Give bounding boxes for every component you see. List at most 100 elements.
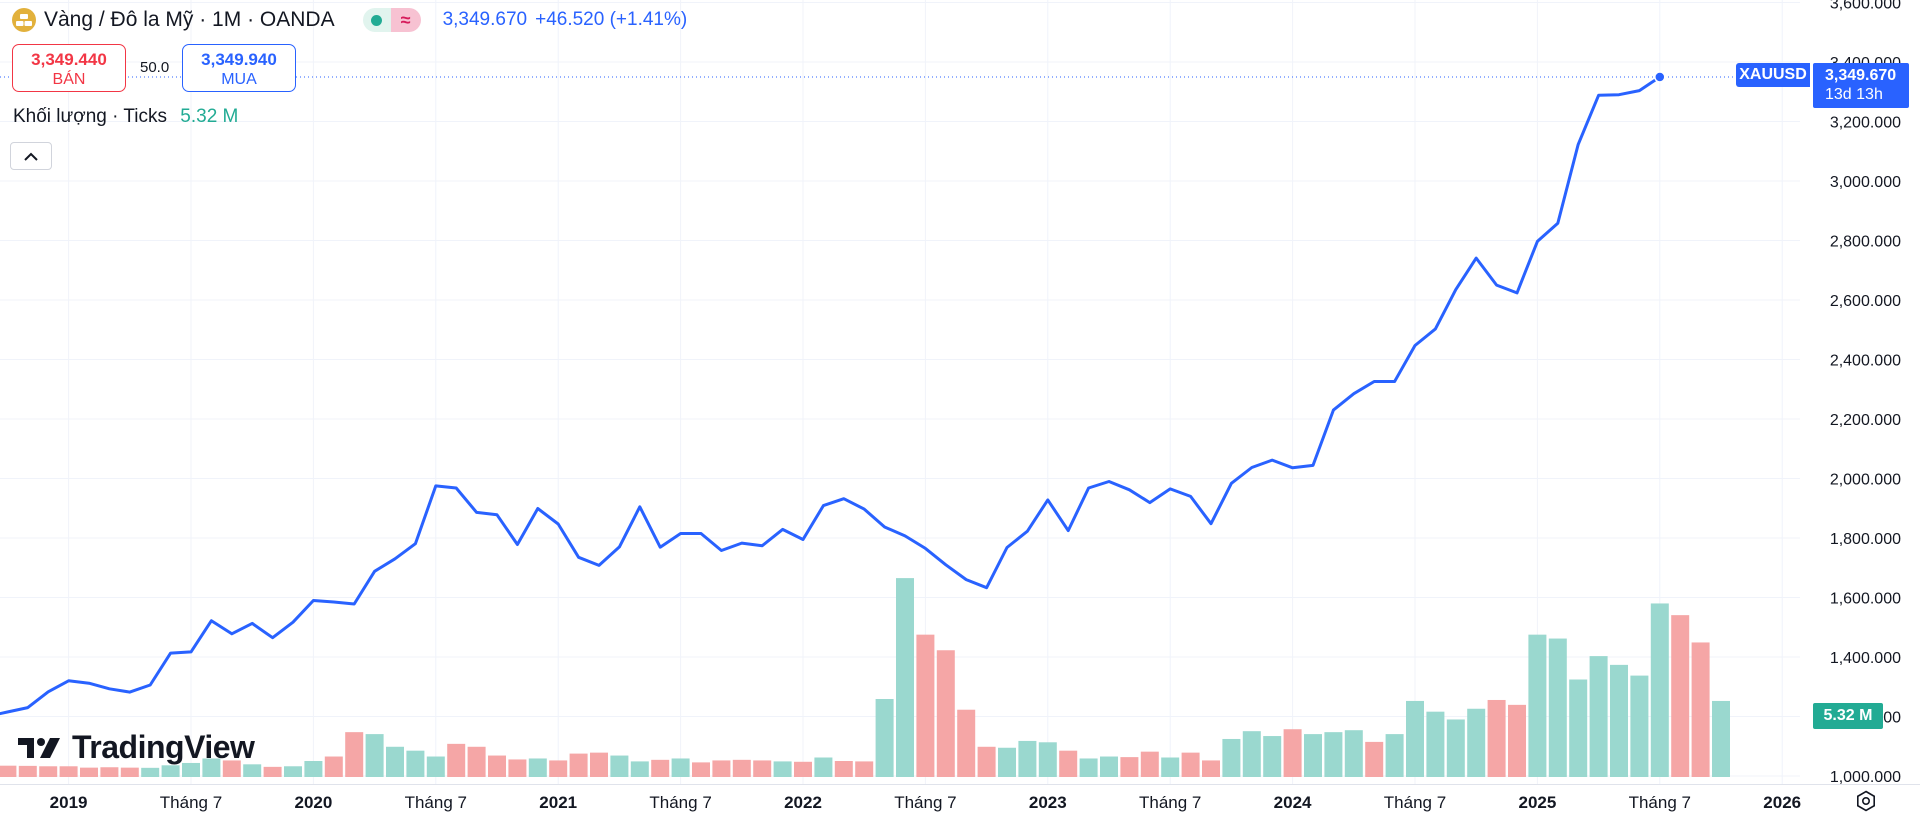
volume-bar — [284, 766, 302, 777]
volume-bar — [1181, 752, 1200, 777]
volume-bar — [100, 767, 119, 777]
volume-bar — [1365, 741, 1384, 777]
volume-bar — [1222, 738, 1241, 777]
volume-bar — [1324, 732, 1343, 777]
volume-bar — [365, 734, 384, 777]
last-price-marker — [1654, 71, 1666, 83]
volume-bar — [569, 753, 588, 777]
volume-bar — [222, 760, 241, 777]
volume-bar — [304, 761, 323, 777]
volume-bar — [998, 747, 1016, 777]
tradingview-logo[interactable]: TradingView — [18, 729, 255, 766]
volume-bar — [814, 757, 833, 777]
symbol-tag: XAUUSD — [1736, 63, 1810, 87]
sell-price: 3,349.440 — [31, 50, 107, 69]
volume-bar — [834, 761, 853, 777]
volume-bar — [1242, 731, 1261, 777]
price-tick-label: 1,000.000 — [1830, 769, 1901, 786]
volume-bar — [1344, 730, 1363, 777]
volume-bar — [1487, 699, 1506, 777]
volume-bar — [732, 759, 751, 777]
volume-bar — [141, 767, 160, 777]
volume-bar — [1161, 757, 1180, 777]
price-tick-label: 2,400.000 — [1830, 353, 1901, 370]
price-axis[interactable]: 1,000.0001,200.0001,400.0001,600.0001,80… — [1830, 0, 1901, 786]
volume-bar — [386, 746, 404, 777]
chart-settings-button[interactable] — [1853, 788, 1879, 814]
time-tick-label: Tháng 7 — [405, 793, 467, 812]
volume-bar — [1385, 734, 1404, 777]
bar-countdown: 13d 13h — [1825, 86, 1883, 103]
volume-bar — [406, 750, 425, 777]
volume-bar — [1691, 642, 1710, 777]
volume-bar — [120, 767, 139, 777]
symbol-legend: Vàng / Đô la Mỹ · 1M · OANDA ≈ 3,349.670… — [12, 6, 687, 34]
volume-bar — [773, 761, 792, 777]
volume-bar — [263, 766, 282, 777]
volume-bar — [161, 765, 180, 777]
volume-bar — [1263, 736, 1282, 777]
price-tick-label: 1,800.000 — [1830, 531, 1901, 548]
volume-bar — [1018, 740, 1037, 777]
buy-button[interactable]: 3,349.940 MUA — [182, 44, 296, 92]
time-tick-label: 2022 — [784, 793, 822, 812]
symbol-title[interactable]: Vàng / Đô la Mỹ · 1M · OANDA — [44, 8, 335, 31]
volume-bar — [345, 732, 364, 777]
time-tick-label: 2020 — [294, 793, 332, 812]
spread-value: 50.0 — [140, 59, 170, 76]
volume-bar — [508, 759, 527, 777]
price-tick-label: 2,800.000 — [1830, 234, 1901, 251]
volume-legend[interactable]: Khối lượng · Ticks 5.32 M — [13, 106, 238, 128]
data-delay-icon: ≈ — [390, 8, 421, 32]
volume-bar — [753, 760, 772, 777]
collapse-legend-button[interactable] — [10, 142, 52, 170]
price-tick-label: 1,400.000 — [1830, 650, 1901, 667]
volume-bar — [1304, 734, 1322, 777]
volume-bar — [447, 743, 466, 777]
time-tick-label: 2023 — [1029, 793, 1067, 812]
time-tick-label: Tháng 7 — [1629, 793, 1691, 812]
time-tick-label: Tháng 7 — [1139, 793, 1201, 812]
volume-bar — [80, 767, 98, 777]
volume-bar — [18, 765, 37, 777]
price-tick-label: 3,200.000 — [1830, 115, 1901, 132]
sell-label: BÁN — [52, 71, 86, 88]
time-tick-label: 2026 — [1763, 793, 1801, 812]
current-price-tag: 3,349.670 13d 13h — [1813, 63, 1909, 108]
price-tick-label: 2,200.000 — [1830, 412, 1901, 429]
volume-bar — [651, 759, 670, 777]
sell-button[interactable]: 3,349.440 BÁN — [12, 44, 126, 92]
volume-tag: 5.32 M — [1813, 703, 1883, 729]
volume-bar — [916, 634, 935, 777]
volume-bar — [1671, 615, 1690, 777]
volume-bar — [1100, 756, 1118, 777]
volume-bar — [243, 764, 262, 777]
current-price-label: 3,349.670 — [1825, 67, 1897, 84]
time-axis[interactable]: 2019 Tháng 7 2020 Tháng 7 2021 Tháng 7 2022 Thá… — [50, 793, 1801, 812]
volume-bars — [0, 578, 1730, 777]
market-open-icon — [362, 8, 391, 32]
volume-legend-value: 5.32 M — [180, 106, 239, 127]
volume-bar — [1038, 742, 1057, 777]
status-pill[interactable]: ≈ — [362, 8, 421, 32]
gold-bars-icon — [12, 8, 36, 32]
volume-bar — [59, 766, 78, 777]
price-tick-label: 2,000.000 — [1830, 472, 1901, 489]
price-line-group — [0, 71, 1800, 716]
volume-bar — [1712, 700, 1730, 777]
volume-bar — [1283, 729, 1302, 777]
volume-bar — [202, 758, 221, 777]
volume-bar — [610, 755, 629, 777]
volume-bar — [692, 762, 710, 777]
volume-bar — [467, 746, 486, 777]
volume-bar — [936, 650, 955, 777]
time-tick-label: Tháng 7 — [649, 793, 711, 812]
volume-bar — [1406, 700, 1424, 777]
volume-bar — [324, 756, 343, 777]
time-tick-label: Tháng 7 — [1384, 793, 1446, 812]
chevron-up-icon — [24, 152, 38, 161]
price-tick-label: 1,600.000 — [1830, 591, 1901, 608]
volume-bar — [1059, 750, 1078, 777]
time-tick-label: 2024 — [1274, 793, 1312, 812]
